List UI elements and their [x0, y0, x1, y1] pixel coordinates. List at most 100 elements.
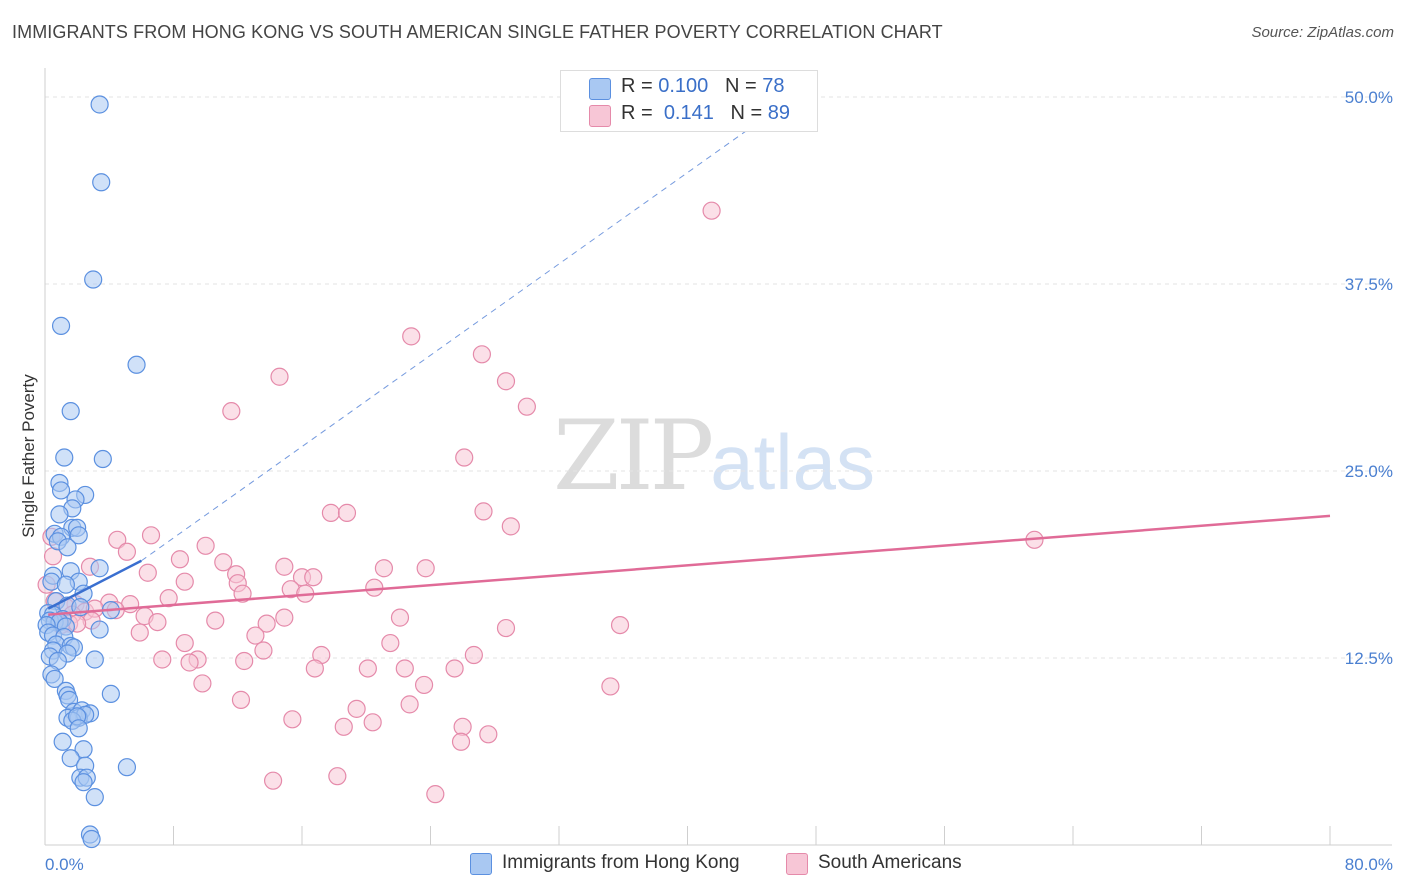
data-point-south-americans: [304, 568, 323, 587]
data-point-south-americans: [426, 785, 445, 804]
n-value: 89: [767, 102, 791, 124]
data-point-south-americans: [601, 677, 620, 696]
data-point-south-americans: [390, 608, 410, 627]
data-point-hong-kong: [127, 355, 146, 374]
data-point-hong-kong: [90, 620, 109, 639]
data-point-south-americans: [263, 771, 283, 790]
data-point-south-americans: [130, 623, 149, 642]
data-point-south-americans: [328, 767, 347, 786]
r-value: 0.141: [663, 102, 714, 124]
data-point-south-americans: [153, 650, 172, 669]
south-americans-points: [37, 201, 1044, 804]
data-point-south-americans: [334, 717, 353, 736]
data-point-hong-kong: [51, 481, 71, 500]
n-value: 78: [762, 75, 785, 97]
legend-swatch-blue: [470, 853, 492, 875]
data-point-south-americans: [702, 201, 721, 220]
n-label: N =: [724, 75, 763, 97]
data-point-south-americans: [455, 448, 474, 467]
axes: [44, 68, 1392, 846]
data-point-south-americans: [206, 611, 225, 630]
data-point-hong-kong: [85, 650, 104, 669]
data-point-south-americans: [170, 550, 190, 569]
data-point-south-americans: [231, 690, 251, 709]
n-label: N =: [730, 102, 768, 124]
data-point-south-americans: [496, 372, 516, 391]
data-point-south-americans: [108, 530, 127, 549]
data-point-hong-kong: [69, 719, 88, 738]
data-point-south-americans: [148, 612, 167, 632]
y-tick-label: 37.5%: [1345, 275, 1393, 294]
data-point-hong-kong: [93, 449, 112, 469]
data-point-hong-kong: [74, 773, 93, 792]
data-point-hong-kong: [90, 95, 109, 114]
data-point-hong-kong: [61, 402, 80, 421]
series-legend: Immigrants from Hong Kong South American…: [0, 852, 1406, 878]
data-point-south-americans: [159, 589, 178, 608]
data-point-hong-kong: [85, 788, 104, 807]
trend-lines: [47, 126, 1331, 616]
data-point-hong-kong: [117, 758, 137, 777]
r-label: R =: [621, 102, 659, 124]
data-point-south-americans: [472, 345, 491, 364]
data-point-south-americans: [496, 618, 516, 638]
data-point-south-americans: [416, 559, 435, 578]
watermark-zip: ZIP: [553, 400, 714, 512]
data-point-south-americans: [445, 659, 464, 678]
trend-line-hong-kong-extended: [141, 126, 753, 562]
tick-labels: 12.5% 25.0% 37.5% 50.0% 0.0% 80.0% Single Fath…: [19, 88, 1393, 874]
data-point-south-americans: [117, 542, 137, 561]
data-point-hong-kong: [58, 538, 77, 557]
data-point-south-americans: [363, 713, 382, 732]
source-label: Source: ZipAtlas.com: [1251, 24, 1394, 41]
x-tick-label: 80.0%: [1345, 855, 1393, 874]
data-point-hong-kong: [84, 270, 103, 289]
data-point-south-americans: [233, 584, 252, 603]
r-label: R =: [621, 75, 659, 97]
data-point-south-americans: [246, 626, 265, 645]
data-point-south-americans: [451, 732, 471, 751]
data-point-south-americans: [474, 502, 493, 521]
x-tick-label: 0.0%: [45, 855, 84, 874]
data-point-hong-kong: [50, 505, 69, 524]
data-point-hong-kong: [55, 448, 74, 467]
data-point-hong-kong: [61, 749, 80, 768]
watermark: ZIPatlas: [553, 400, 875, 512]
data-point-south-americans: [305, 659, 324, 678]
legend-swatch-pink: [786, 853, 808, 875]
data-point-south-americans: [479, 725, 498, 744]
grid-lines: [45, 96, 1392, 659]
data-point-south-americans: [275, 608, 294, 627]
chart-title: IMMIGRANTS FROM HONG KONG VS SOUTH AMERI…: [12, 22, 943, 42]
trend-line-hong-kong: [47, 559, 142, 610]
legend-label: Immigrants from Hong Kong: [502, 852, 740, 873]
data-point-south-americans: [610, 615, 630, 635]
correlation-legend: R = 0.100 N = 78 R = 0.141 N = 89: [560, 70, 818, 132]
data-point-hong-kong: [45, 669, 64, 689]
data-point-south-americans: [501, 517, 520, 536]
data-point-south-americans: [138, 563, 157, 582]
data-point-south-americans: [175, 572, 194, 591]
data-point-hong-kong: [56, 575, 75, 594]
data-point-south-americans: [214, 553, 233, 572]
data-point-south-americans: [365, 578, 384, 597]
data-point-south-americans: [222, 402, 241, 421]
legend-swatch-blue: [589, 78, 611, 100]
data-point-south-americans: [257, 614, 276, 633]
data-point-south-americans: [235, 651, 254, 671]
data-point-south-americans: [283, 710, 302, 729]
data-point-south-americans: [141, 526, 161, 545]
r-value: 0.100: [658, 75, 709, 97]
data-point-hong-kong: [53, 732, 72, 751]
data-point-south-americans: [358, 659, 377, 678]
data-point-south-americans: [400, 695, 419, 714]
data-point-south-americans: [374, 559, 394, 578]
trend-line-south-americans: [48, 514, 1331, 616]
data-point-south-americans: [453, 717, 472, 736]
y-axis-label: Single Father Poverty: [19, 374, 38, 538]
data-point-south-americans: [175, 633, 194, 653]
data-point-hong-kong: [82, 829, 101, 849]
data-point-south-americans: [347, 699, 366, 718]
data-point-south-americans: [180, 653, 199, 672]
